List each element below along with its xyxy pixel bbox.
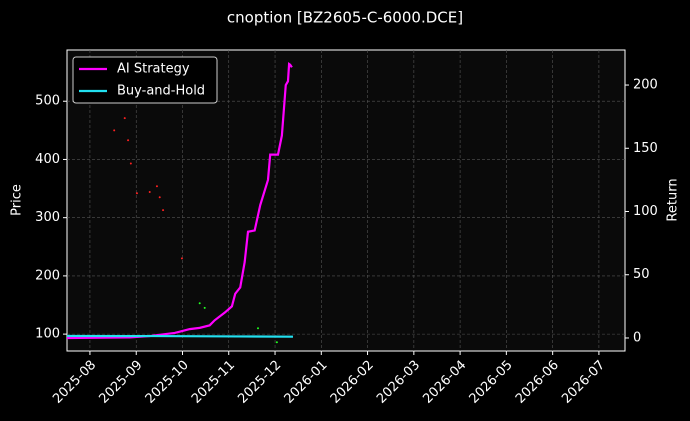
trade-marker (180, 257, 183, 260)
trade-marker (158, 196, 161, 199)
trade-marker (203, 306, 206, 309)
legend-label: Buy-and-Hold (117, 84, 205, 99)
y2-tick-label: 50 (633, 267, 650, 282)
trade-marker (162, 209, 165, 212)
y2-tick-label: 200 (633, 78, 658, 93)
trade-marker (127, 139, 130, 142)
y2-tick-label: 150 (633, 141, 658, 156)
y2-tick-label: 0 (633, 330, 641, 345)
y-tick-label: 400 (35, 152, 60, 167)
chart-title: cnoption [BZ2605-C-6000.DCE] (227, 9, 463, 27)
trade-marker (113, 129, 116, 132)
trade-marker (129, 162, 132, 165)
series-line (66, 334, 293, 338)
trade-marker (155, 185, 158, 188)
y-tick-label: 300 (35, 210, 60, 225)
y-tick-label: 200 (35, 268, 60, 283)
legend-label: AI Strategy (117, 62, 190, 77)
trade-marker (123, 117, 126, 120)
trade-marker (135, 192, 138, 195)
y2-axis-label: Return (666, 178, 681, 221)
y2-tick-label: 100 (633, 204, 658, 219)
y-tick-label: 500 (35, 94, 60, 109)
trade-marker (198, 302, 201, 305)
y-axis-label: Price (10, 184, 25, 216)
y-tick-label: 100 (35, 327, 60, 342)
trade-marker (256, 327, 259, 330)
trade-marker (275, 341, 278, 344)
series-line (66, 62, 293, 340)
trade-marker (148, 191, 151, 194)
legend-box (72, 56, 218, 104)
